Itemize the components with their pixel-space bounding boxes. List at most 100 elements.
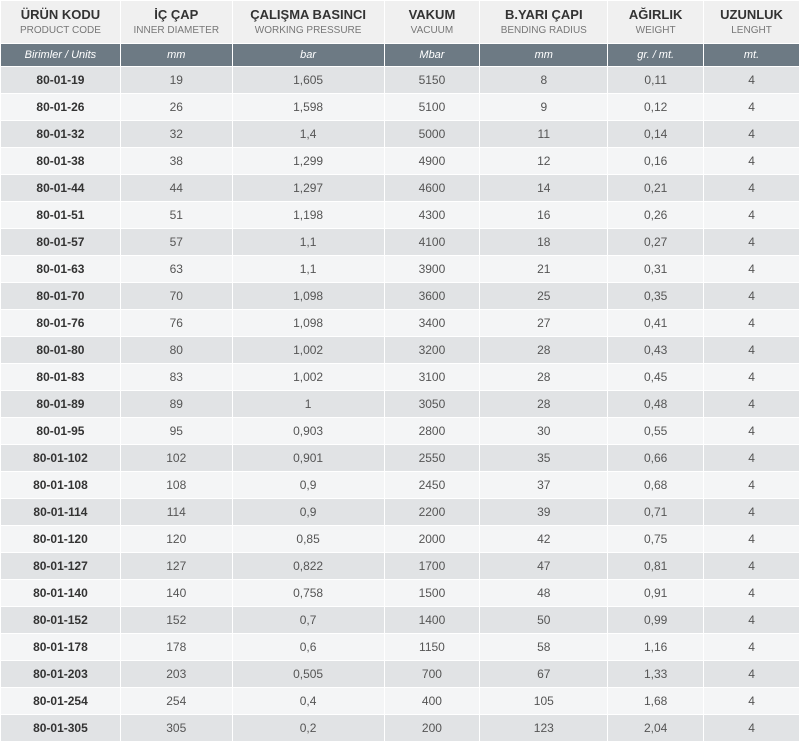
data-cell: 32 xyxy=(120,120,232,147)
data-cell: 76 xyxy=(120,309,232,336)
data-cell: 4 xyxy=(704,66,800,93)
data-cell: 0,758 xyxy=(232,579,384,606)
product-code-cell: 80-01-38 xyxy=(1,147,121,174)
data-cell: 4 xyxy=(704,525,800,552)
data-cell: 83 xyxy=(120,363,232,390)
table-row: 80-01-1271270,8221700470,814 xyxy=(1,552,800,579)
data-cell: 0,7 xyxy=(232,606,384,633)
data-cell: 3050 xyxy=(384,390,480,417)
product-code-cell: 80-01-120 xyxy=(1,525,121,552)
data-cell: 95 xyxy=(120,417,232,444)
table-row: 80-01-1201200,852000420,754 xyxy=(1,525,800,552)
table-row: 80-01-76761,0983400270,414 xyxy=(1,309,800,336)
table-row: 80-01-83831,0023100280,454 xyxy=(1,363,800,390)
data-cell: 1,16 xyxy=(608,633,704,660)
header-sub: BENDING RADIUS xyxy=(484,24,603,37)
data-table: ÜRÜN KODUPRODUCT CODE İÇ ÇAPINNER DIAMET… xyxy=(0,0,800,742)
data-cell: 4100 xyxy=(384,228,480,255)
data-cell: 27 xyxy=(480,309,608,336)
data-cell: 123 xyxy=(480,714,608,741)
data-cell: 4 xyxy=(704,93,800,120)
data-cell: 51 xyxy=(120,201,232,228)
product-code-cell: 80-01-114 xyxy=(1,498,121,525)
product-code-cell: 80-01-26 xyxy=(1,93,121,120)
data-cell: 2000 xyxy=(384,525,480,552)
data-cell: 200 xyxy=(384,714,480,741)
data-cell: 14 xyxy=(480,174,608,201)
data-cell: 4600 xyxy=(384,174,480,201)
data-cell: 0,14 xyxy=(608,120,704,147)
data-cell: 1700 xyxy=(384,552,480,579)
product-code-cell: 80-01-254 xyxy=(1,687,121,714)
data-cell: 1,1 xyxy=(232,255,384,282)
header-sub: PRODUCT CODE xyxy=(5,24,116,37)
data-cell: 0,43 xyxy=(608,336,704,363)
product-code-cell: 80-01-89 xyxy=(1,390,121,417)
data-cell: 4300 xyxy=(384,201,480,228)
data-cell: 0,41 xyxy=(608,309,704,336)
col-header-bending-radius: B.YARI ÇAPIBENDING RADIUS xyxy=(480,1,608,44)
data-cell: 1,002 xyxy=(232,363,384,390)
product-code-cell: 80-01-70 xyxy=(1,282,121,309)
product-code-cell: 80-01-102 xyxy=(1,444,121,471)
data-cell: 0,6 xyxy=(232,633,384,660)
data-cell: 0,4 xyxy=(232,687,384,714)
product-code-cell: 80-01-108 xyxy=(1,471,121,498)
data-cell: 25 xyxy=(480,282,608,309)
data-cell: 4 xyxy=(704,579,800,606)
data-cell: 58 xyxy=(480,633,608,660)
data-cell: 57 xyxy=(120,228,232,255)
data-cell: 0,55 xyxy=(608,417,704,444)
data-cell: 0,99 xyxy=(608,606,704,633)
unit-cell: mt. xyxy=(704,43,800,66)
product-code-cell: 80-01-152 xyxy=(1,606,121,633)
table-row: 80-01-1141140,92200390,714 xyxy=(1,498,800,525)
header-sub: WEIGHT xyxy=(612,24,699,37)
unit-cell: gr. / mt. xyxy=(608,43,704,66)
data-cell: 38 xyxy=(120,147,232,174)
data-cell: 35 xyxy=(480,444,608,471)
data-cell: 3900 xyxy=(384,255,480,282)
product-code-cell: 80-01-19 xyxy=(1,66,121,93)
header-main: AĞIRLIK xyxy=(629,7,682,22)
data-cell: 400 xyxy=(384,687,480,714)
data-cell: 0,9 xyxy=(232,498,384,525)
table-body: Birimler / UnitsmmbarMbarmmgr. / mt.mt.8… xyxy=(1,43,800,741)
data-cell: 26 xyxy=(120,93,232,120)
data-cell: 2550 xyxy=(384,444,480,471)
data-cell: 105 xyxy=(480,687,608,714)
data-cell: 254 xyxy=(120,687,232,714)
col-header-weight: AĞIRLIK WEIGHT xyxy=(608,1,704,44)
table-row: 80-01-95950,9032800300,554 xyxy=(1,417,800,444)
data-cell: 80 xyxy=(120,336,232,363)
data-cell: 4 xyxy=(704,174,800,201)
data-cell: 1 xyxy=(232,390,384,417)
header-sub: INNER DIAMETER xyxy=(125,24,228,37)
data-cell: 4 xyxy=(704,363,800,390)
data-cell: 4 xyxy=(704,660,800,687)
data-cell: 1,098 xyxy=(232,282,384,309)
data-cell: 0,505 xyxy=(232,660,384,687)
col-header-inner-diameter: İÇ ÇAPINNER DIAMETER xyxy=(120,1,232,44)
product-code-cell: 80-01-44 xyxy=(1,174,121,201)
data-cell: 4 xyxy=(704,282,800,309)
data-cell: 4 xyxy=(704,552,800,579)
data-cell: 152 xyxy=(120,606,232,633)
data-cell: 21 xyxy=(480,255,608,282)
data-cell: 2800 xyxy=(384,417,480,444)
col-header-working-pressure: ÇALIŞMA BASINCIWORKING PRESSURE xyxy=(232,1,384,44)
data-cell: 0,75 xyxy=(608,525,704,552)
data-cell: 39 xyxy=(480,498,608,525)
data-cell: 0,27 xyxy=(608,228,704,255)
data-cell: 1,68 xyxy=(608,687,704,714)
data-cell: 0,12 xyxy=(608,93,704,120)
data-cell: 1,098 xyxy=(232,309,384,336)
table-row: 80-01-32321,45000110,144 xyxy=(1,120,800,147)
product-code-cell: 80-01-32 xyxy=(1,120,121,147)
product-code-cell: 80-01-127 xyxy=(1,552,121,579)
data-cell: 4 xyxy=(704,687,800,714)
data-cell: 28 xyxy=(480,336,608,363)
data-cell: 4 xyxy=(704,471,800,498)
table-row: 80-01-1781780,61150581,164 xyxy=(1,633,800,660)
data-cell: 50 xyxy=(480,606,608,633)
